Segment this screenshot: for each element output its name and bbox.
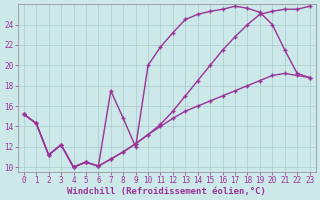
X-axis label: Windchill (Refroidissement éolien,°C): Windchill (Refroidissement éolien,°C) <box>67 187 266 196</box>
